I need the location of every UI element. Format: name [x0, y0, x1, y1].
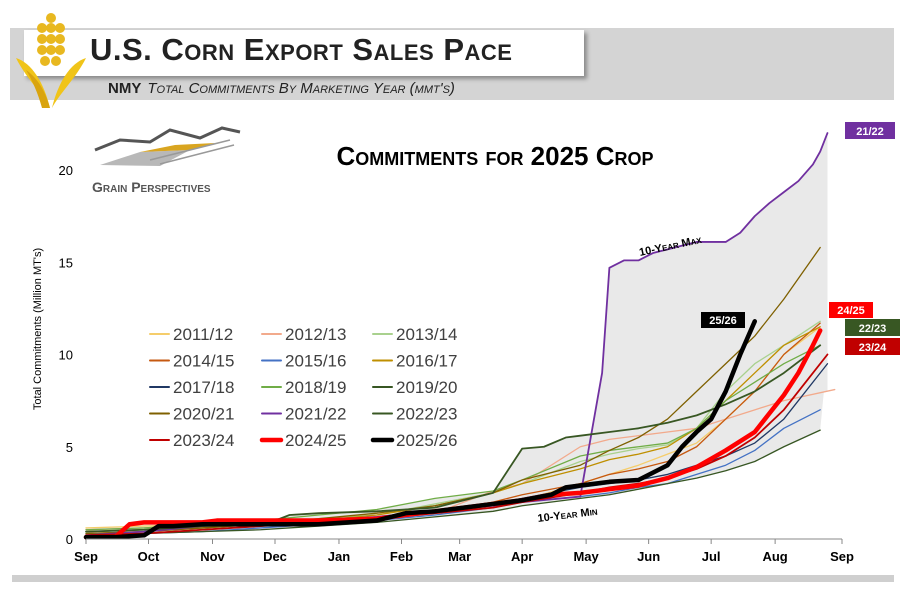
legend-label: 2024/25 — [285, 431, 346, 450]
x-tick-label: Aug — [762, 549, 787, 564]
legend-label: 2022/23 — [396, 405, 457, 424]
x-ticks: Sep Oct Nov Dec Jan Feb Mar Apr May Jun Jul Aug Sep — [74, 539, 854, 564]
legend-label: 2023/24 — [173, 431, 234, 450]
range-band-area — [86, 133, 828, 538]
subtitle-lead: NMY — [108, 80, 142, 97]
range-band — [86, 133, 828, 538]
y-ticks: 0 5 10 15 20 — [59, 163, 73, 547]
legend-label: 2025/26 — [396, 431, 457, 450]
legend-label: 2012/13 — [285, 325, 346, 344]
series-line-2023-24 — [85, 353, 829, 537]
legend-label: 2013/14 — [396, 325, 457, 344]
y-tick-label: 15 — [59, 255, 73, 270]
bottom-bar — [12, 575, 894, 582]
x-tick-label: Nov — [200, 549, 225, 564]
legend-label: 2017/18 — [173, 378, 234, 397]
legend-label: 2011/12 — [173, 325, 233, 344]
end-label-text: 24/25 — [837, 305, 865, 317]
series-line-2019-20 — [85, 429, 821, 536]
chart-title: Commitments for 2025 Crop — [336, 141, 653, 171]
x-tick-label: May — [573, 549, 599, 564]
x-tick-label: Jun — [637, 549, 660, 564]
y-tick-label: 0 — [66, 532, 73, 547]
end-label-box — [701, 312, 745, 328]
page-title: U.S. Corn Export Sales Pace — [90, 32, 513, 67]
legend-label: 2014/15 — [173, 352, 234, 371]
y-tick-label: 10 — [59, 348, 73, 363]
band-min-label: 10-Year Min — [537, 506, 599, 525]
title-box — [24, 30, 584, 76]
end-label-text: 25/26 — [709, 315, 737, 327]
x-tick-label: Sep — [74, 549, 98, 564]
legend-label: 2015/16 — [285, 352, 346, 371]
series-lines — [83, 132, 836, 540]
end-label-text: 22/23 — [859, 323, 887, 335]
end-label-box — [845, 319, 900, 336]
y-axis-label: Total Commitments (Million MT's) — [32, 248, 44, 410]
legend-label: 2021/22 — [285, 405, 346, 424]
x-tick-label: Jul — [702, 549, 721, 564]
grain-perspectives-logo: Grain Perspectives — [92, 126, 241, 195]
end-label-box — [845, 122, 895, 139]
x-tick-label: Oct — [138, 549, 160, 564]
corn-icon — [16, 13, 86, 108]
end-label-text: 23/24 — [859, 342, 887, 354]
y-tick-label: 20 — [59, 163, 73, 178]
series-line-2025-26 — [83, 319, 758, 540]
end-label-box — [845, 338, 900, 355]
legend-label: 2019/20 — [396, 378, 457, 397]
end-labels: 21/22 25/26 24/25 22/23 23/24 — [701, 122, 900, 355]
legend-label: 2018/19 — [285, 378, 346, 397]
end-label-text: 21/22 — [856, 126, 884, 138]
legend: 2011/12 2012/13 2013/14 2014/15 2015/16 2016/… — [149, 325, 457, 450]
x-tick-label: Mar — [448, 549, 471, 564]
x-tick-label: Jan — [328, 549, 350, 564]
x-tick-label: Sep — [830, 549, 854, 564]
x-tick-label: Feb — [390, 549, 413, 564]
end-label-box — [829, 302, 873, 318]
legend-label: 2020/21 — [173, 405, 234, 424]
page-subtitle: NMY Total Commitments By Marketing Year (… — [108, 80, 455, 97]
legend-label: 2016/17 — [396, 352, 457, 371]
subtitle-rest: Total Commitments By Marketing Year (mmt… — [147, 80, 455, 97]
x-tick-label: Apr — [511, 549, 533, 564]
logo-text: Grain Perspectives — [92, 179, 211, 195]
x-tick-label: Dec — [263, 549, 287, 564]
y-tick-label: 5 — [66, 440, 73, 455]
